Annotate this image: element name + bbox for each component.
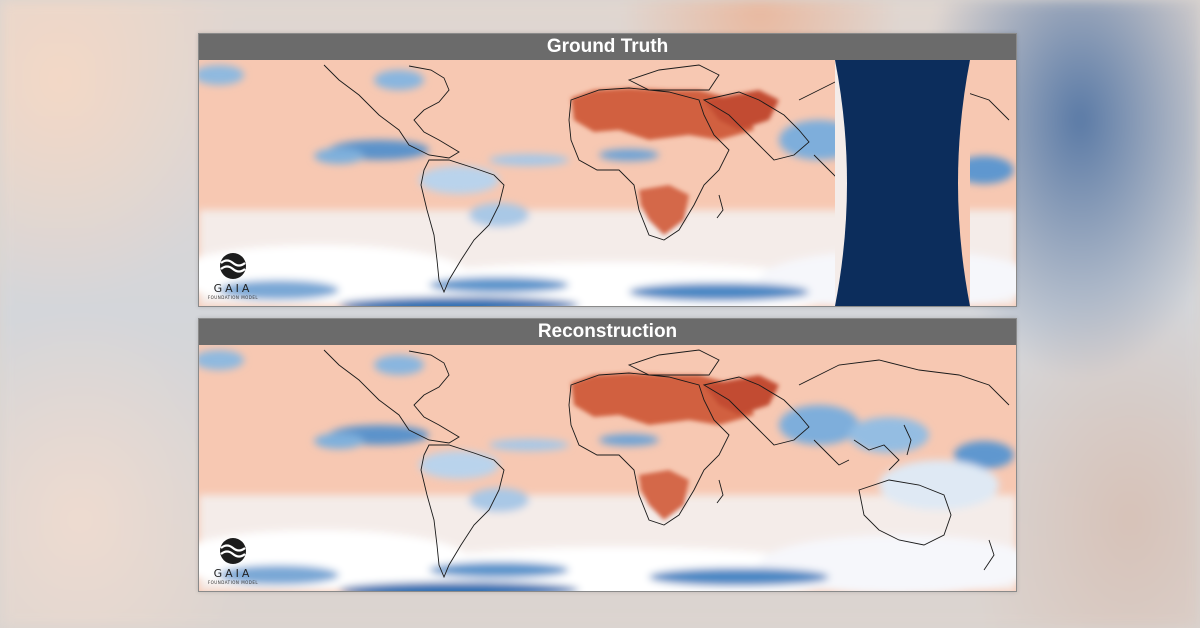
- gaia-logo-mark: [220, 253, 246, 279]
- logo-name: GAIA: [213, 282, 253, 295]
- logo-tagline: FOUNDATION MODEL: [207, 295, 259, 300]
- gaia-logo-mark: [220, 538, 246, 564]
- coastlines: [323, 349, 1010, 579]
- night-band: [835, 60, 970, 306]
- panel-title: Reconstruction: [199, 319, 1016, 345]
- map-canvas: [199, 345, 1016, 591]
- map-canvas: [199, 60, 1016, 306]
- cloud-field: [199, 350, 1016, 591]
- gaia-logo: GAIA FOUNDATION MODEL: [205, 536, 261, 585]
- ground-truth-map: GAIA FOUNDATION MODEL: [199, 60, 1016, 306]
- ground-truth-panel: Ground Truth: [198, 33, 1017, 307]
- reconstruction-map: GAIA FOUNDATION MODEL: [199, 345, 1016, 591]
- warm-regions: [571, 373, 779, 520]
- logo-tagline: FOUNDATION MODEL: [207, 580, 259, 585]
- warm-regions: [571, 88, 779, 235]
- panel-title: Ground Truth: [199, 34, 1016, 60]
- logo-name: GAIA: [213, 567, 253, 580]
- night-band-edge-right: [958, 60, 970, 306]
- reconstruction-panel: Reconstruction: [198, 318, 1017, 592]
- night-band-edge-left: [835, 60, 847, 306]
- gaia-logo: GAIA FOUNDATION MODEL: [205, 251, 261, 300]
